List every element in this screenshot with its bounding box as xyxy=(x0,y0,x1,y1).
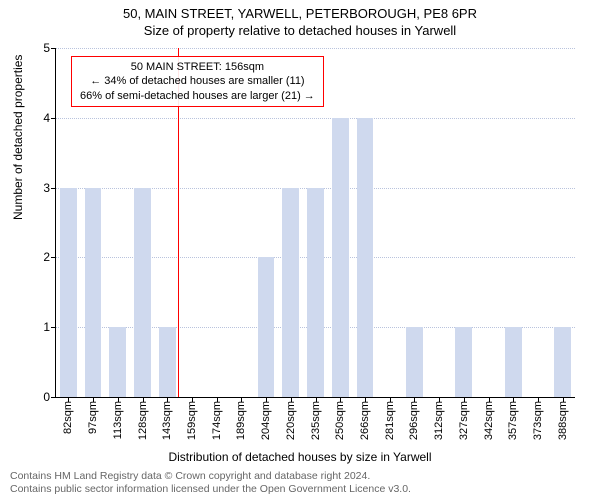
x-tick-label: 97sqm xyxy=(87,401,99,434)
bar xyxy=(505,327,522,397)
bar xyxy=(406,327,423,397)
bar xyxy=(332,118,349,397)
y-tick-mark xyxy=(51,188,56,189)
callout-line-1: ← 34% of detached houses are smaller (11… xyxy=(80,74,315,88)
bar xyxy=(109,327,126,397)
x-tick-label: 342sqm xyxy=(483,401,495,440)
x-tick-label: 128sqm xyxy=(137,401,149,440)
gridline xyxy=(56,48,575,49)
bar xyxy=(455,327,472,397)
y-tick-mark xyxy=(51,327,56,328)
chart-title: 50, MAIN STREET, YARWELL, PETERBOROUGH, … xyxy=(0,0,600,21)
footnote-line-2: Contains public sector information licen… xyxy=(10,483,411,496)
x-tick-label: 388sqm xyxy=(557,401,569,440)
y-tick-mark xyxy=(51,397,56,398)
y-tick-label: 4 xyxy=(43,111,50,125)
x-tick-label: 296sqm xyxy=(408,401,420,440)
x-tick-label: 220sqm xyxy=(285,401,297,440)
callout-title: 50 MAIN STREET: 156sqm xyxy=(80,60,315,74)
footnote: Contains HM Land Registry data © Crown c… xyxy=(10,470,411,496)
callout-box: 50 MAIN STREET: 156sqm← 34% of detached … xyxy=(71,56,324,107)
x-tick-label: 82sqm xyxy=(62,401,74,434)
y-tick-mark xyxy=(51,48,56,49)
y-tick-label: 1 xyxy=(43,320,50,334)
x-tick-label: 204sqm xyxy=(260,401,272,440)
x-tick-label: 113sqm xyxy=(112,401,124,439)
x-tick-label: 327sqm xyxy=(458,401,470,440)
bar xyxy=(159,327,176,397)
gridline xyxy=(56,118,575,119)
bar xyxy=(307,188,324,397)
x-tick-label: 266sqm xyxy=(359,401,371,440)
bar xyxy=(258,257,275,397)
x-tick-label: 281sqm xyxy=(384,401,396,440)
bar xyxy=(554,327,571,397)
chart-container: 50, MAIN STREET, YARWELL, PETERBOROUGH, … xyxy=(0,0,600,500)
x-tick-label: 189sqm xyxy=(235,401,247,440)
bar xyxy=(357,118,374,397)
footnote-line-1: Contains HM Land Registry data © Crown c… xyxy=(10,470,411,483)
x-tick-label: 250sqm xyxy=(334,401,346,440)
plot-area: 01234582sqm97sqm113sqm128sqm143sqm159sqm… xyxy=(55,48,575,398)
x-tick-label: 357sqm xyxy=(507,401,519,440)
chart-subtitle: Size of property relative to detached ho… xyxy=(0,23,600,38)
x-tick-label: 159sqm xyxy=(186,401,198,440)
x-axis-label: Distribution of detached houses by size … xyxy=(0,450,600,464)
bar xyxy=(85,188,102,397)
y-tick-label: 3 xyxy=(43,181,50,195)
y-axis-label: Number of detached properties xyxy=(11,55,25,220)
y-tick-mark xyxy=(51,257,56,258)
bar xyxy=(60,188,77,397)
bar xyxy=(282,188,299,397)
y-tick-label: 5 xyxy=(43,41,50,55)
y-tick-label: 2 xyxy=(43,250,50,264)
x-tick-label: 235sqm xyxy=(310,401,322,440)
x-tick-label: 143sqm xyxy=(161,401,173,440)
y-tick-mark xyxy=(51,118,56,119)
x-tick-label: 312sqm xyxy=(433,401,445,440)
y-tick-label: 0 xyxy=(43,390,50,404)
x-tick-label: 174sqm xyxy=(211,401,223,440)
bar xyxy=(134,188,151,397)
x-tick-label: 373sqm xyxy=(532,401,544,440)
callout-line-2: 66% of semi-detached houses are larger (… xyxy=(80,89,315,103)
